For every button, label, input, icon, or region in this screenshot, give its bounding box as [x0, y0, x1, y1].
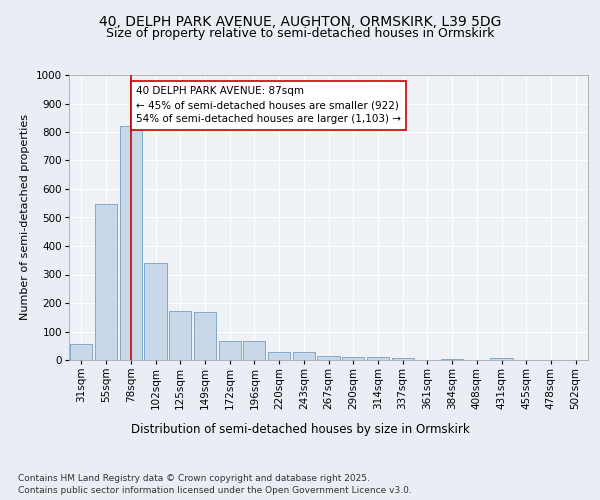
- Bar: [70, 344, 92, 360]
- Bar: [243, 340, 265, 360]
- Bar: [194, 312, 216, 360]
- Bar: [441, 358, 463, 360]
- Text: 40 DELPH PARK AVENUE: 87sqm
← 45% of semi-detached houses are smaller (922)
54% : 40 DELPH PARK AVENUE: 87sqm ← 45% of sem…: [136, 86, 401, 124]
- Bar: [317, 356, 340, 360]
- Bar: [490, 358, 512, 360]
- Text: 40, DELPH PARK AVENUE, AUGHTON, ORMSKIRK, L39 5DG: 40, DELPH PARK AVENUE, AUGHTON, ORMSKIRK…: [99, 15, 501, 29]
- Bar: [268, 352, 290, 360]
- Text: Size of property relative to semi-detached houses in Ormskirk: Size of property relative to semi-detach…: [106, 28, 494, 40]
- Bar: [119, 126, 142, 360]
- Bar: [218, 340, 241, 360]
- Text: Contains HM Land Registry data © Crown copyright and database right 2025.
Contai: Contains HM Land Registry data © Crown c…: [18, 474, 412, 495]
- Bar: [95, 204, 117, 360]
- Bar: [145, 263, 167, 360]
- Bar: [392, 358, 414, 360]
- Bar: [367, 357, 389, 360]
- Bar: [169, 310, 191, 360]
- Bar: [342, 357, 364, 360]
- Y-axis label: Number of semi-detached properties: Number of semi-detached properties: [20, 114, 31, 320]
- Bar: [293, 352, 315, 360]
- Text: Distribution of semi-detached houses by size in Ormskirk: Distribution of semi-detached houses by …: [131, 422, 469, 436]
